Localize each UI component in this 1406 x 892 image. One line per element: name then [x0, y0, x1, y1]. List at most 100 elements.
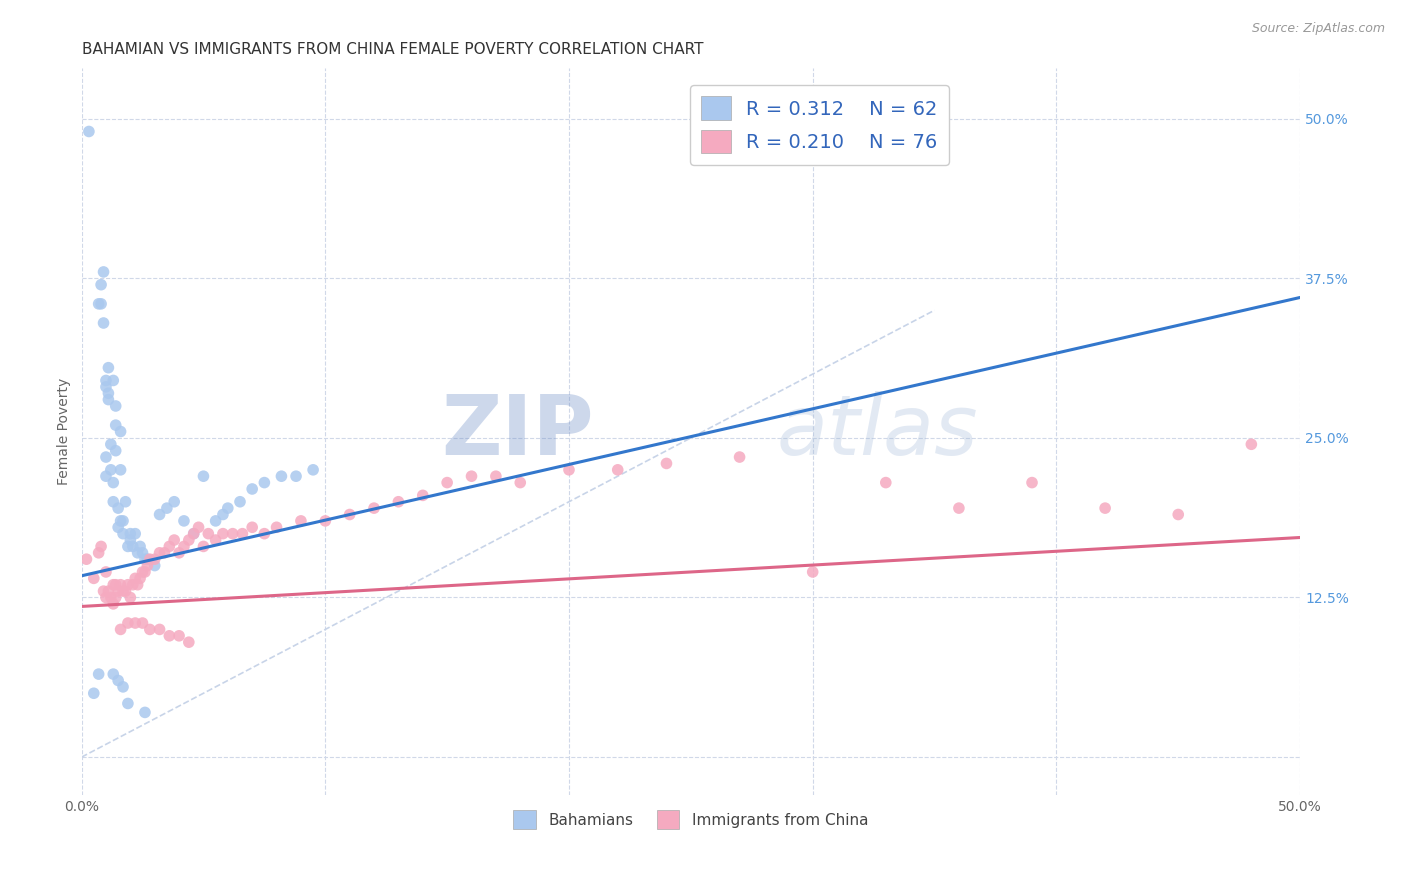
Point — [94, 565, 117, 579]
Point — [387, 494, 409, 508]
Point — [112, 584, 135, 599]
Point — [110, 425, 132, 439]
Point — [94, 374, 117, 388]
Point — [134, 706, 156, 720]
Point — [94, 450, 117, 464]
Point — [104, 399, 127, 413]
Point — [112, 514, 135, 528]
Point — [253, 526, 276, 541]
Point — [90, 540, 112, 554]
Point — [948, 501, 970, 516]
Point — [363, 501, 385, 516]
Point — [157, 629, 180, 643]
Point — [193, 540, 215, 554]
Point — [139, 552, 162, 566]
Point — [117, 697, 139, 711]
Point — [302, 463, 325, 477]
Point — [728, 450, 751, 464]
Point — [1240, 437, 1263, 451]
Point — [110, 514, 132, 528]
Point — [157, 540, 180, 554]
Point — [136, 552, 159, 566]
Point — [197, 526, 219, 541]
Point — [90, 297, 112, 311]
Point — [285, 469, 308, 483]
Point — [104, 591, 127, 605]
Point — [253, 475, 276, 490]
Point — [1167, 508, 1189, 522]
Point — [114, 584, 136, 599]
Point — [148, 508, 170, 522]
Point — [148, 546, 170, 560]
Point — [204, 514, 226, 528]
Point — [103, 597, 125, 611]
Point — [107, 673, 129, 688]
Point — [509, 475, 531, 490]
Point — [110, 578, 132, 592]
Point — [136, 558, 159, 573]
Point — [1021, 475, 1043, 490]
Point — [103, 475, 125, 490]
Point — [558, 463, 581, 477]
Point — [270, 469, 292, 483]
Point — [485, 469, 508, 483]
Point — [204, 533, 226, 547]
Point — [193, 469, 215, 483]
Point — [212, 508, 235, 522]
Text: atlas: atlas — [776, 391, 977, 472]
Point — [314, 514, 336, 528]
Point — [163, 494, 186, 508]
Point — [103, 578, 125, 592]
Point — [94, 380, 117, 394]
Point — [121, 540, 143, 554]
Point — [129, 540, 152, 554]
Point — [97, 386, 120, 401]
Point — [134, 565, 156, 579]
Text: BAHAMIAN VS IMMIGRANTS FROM CHINA FEMALE POVERTY CORRELATION CHART: BAHAMIAN VS IMMIGRANTS FROM CHINA FEMALE… — [82, 42, 703, 57]
Point — [606, 463, 628, 477]
Point — [127, 578, 149, 592]
Point — [266, 520, 288, 534]
Point — [114, 494, 136, 508]
Point — [121, 578, 143, 592]
Point — [93, 265, 115, 279]
Point — [90, 277, 112, 292]
Point — [104, 443, 127, 458]
Point — [131, 565, 153, 579]
Point — [875, 475, 897, 490]
Point — [221, 526, 243, 541]
Point — [240, 482, 263, 496]
Point — [212, 526, 235, 541]
Point — [87, 546, 110, 560]
Point — [240, 520, 263, 534]
Point — [104, 418, 127, 433]
Point — [1094, 501, 1116, 516]
Point — [110, 623, 132, 637]
Legend: Bahamians, Immigrants from China: Bahamians, Immigrants from China — [508, 805, 875, 835]
Point — [156, 501, 179, 516]
Point — [107, 584, 129, 599]
Point — [97, 584, 120, 599]
Point — [97, 392, 120, 407]
Point — [163, 533, 186, 547]
Point — [117, 578, 139, 592]
Point — [436, 475, 458, 490]
Point — [83, 686, 105, 700]
Point — [229, 494, 252, 508]
Point — [801, 565, 824, 579]
Point — [100, 591, 122, 605]
Point — [231, 526, 253, 541]
Point — [76, 552, 98, 566]
Point — [177, 635, 200, 649]
Y-axis label: Female Poverty: Female Poverty — [58, 378, 72, 485]
Point — [93, 316, 115, 330]
Point — [87, 297, 110, 311]
Point — [177, 533, 200, 547]
Point — [187, 520, 209, 534]
Point — [77, 124, 100, 138]
Point — [124, 615, 146, 630]
Point — [110, 463, 132, 477]
Point — [412, 488, 434, 502]
Point — [183, 526, 205, 541]
Point — [134, 552, 156, 566]
